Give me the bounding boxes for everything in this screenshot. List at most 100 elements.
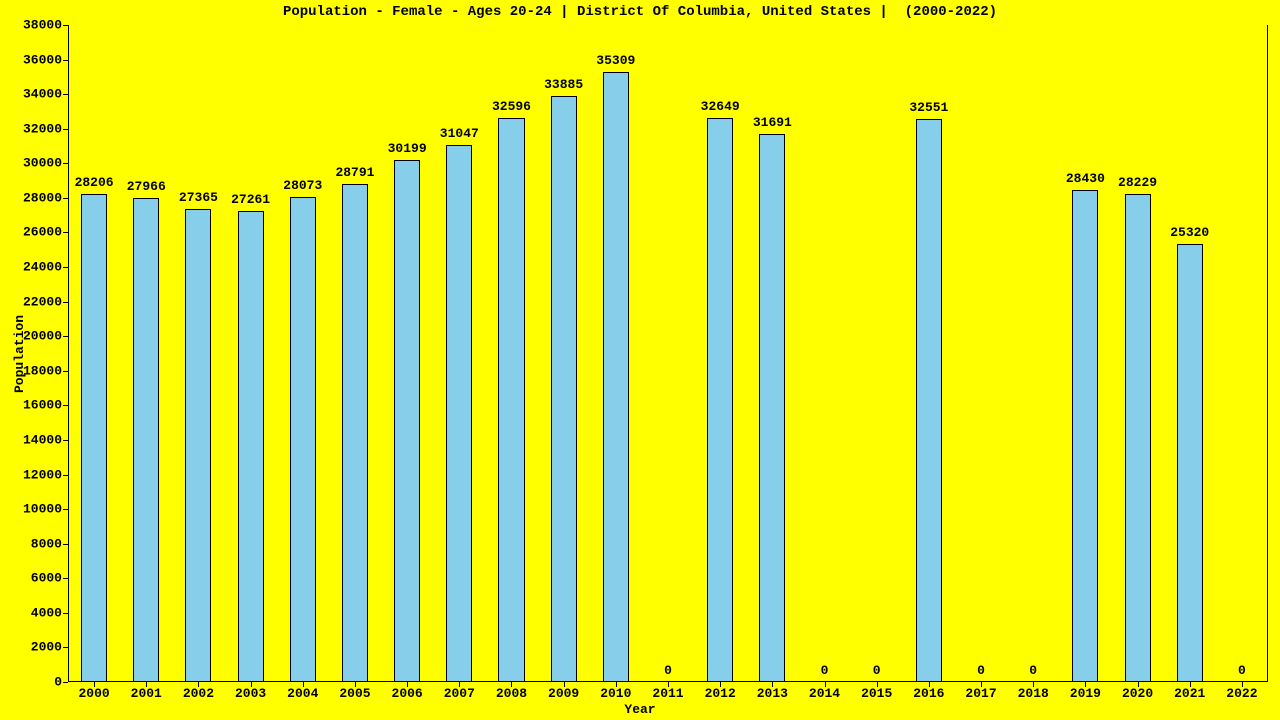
bar-value-label: 0 bbox=[977, 663, 985, 678]
y-tick-mark bbox=[63, 578, 68, 579]
bar bbox=[342, 184, 368, 682]
y-tick-mark bbox=[63, 336, 68, 337]
y-tick-label: 4000 bbox=[31, 605, 62, 620]
bar-value-label: 0 bbox=[1238, 663, 1246, 678]
bar bbox=[916, 119, 942, 682]
bar-value-label: 27365 bbox=[179, 190, 218, 205]
y-tick-mark bbox=[63, 682, 68, 683]
y-tick-label: 12000 bbox=[23, 467, 62, 482]
bar-value-label: 33885 bbox=[544, 77, 583, 92]
y-tick-label: 14000 bbox=[23, 432, 62, 447]
y-tick-mark bbox=[63, 267, 68, 268]
y-tick-mark bbox=[63, 475, 68, 476]
x-tick-label: 2021 bbox=[1174, 686, 1205, 701]
bar-value-label: 28206 bbox=[75, 175, 114, 190]
y-tick-mark bbox=[63, 613, 68, 614]
y-tick-label: 18000 bbox=[23, 363, 62, 378]
bar bbox=[446, 145, 472, 682]
y-tick-label: 32000 bbox=[23, 121, 62, 136]
bar bbox=[185, 209, 211, 682]
right-axis-line bbox=[1267, 25, 1268, 682]
y-tick-label: 36000 bbox=[23, 52, 62, 67]
bar bbox=[707, 118, 733, 682]
bar-value-label: 0 bbox=[1029, 663, 1037, 678]
x-tick-label: 2007 bbox=[444, 686, 475, 701]
bar bbox=[498, 118, 524, 682]
y-tick-label: 20000 bbox=[23, 329, 62, 344]
x-tick-label: 2002 bbox=[183, 686, 214, 701]
y-tick-label: 6000 bbox=[31, 571, 62, 586]
x-tick-label: 2017 bbox=[965, 686, 996, 701]
bar bbox=[603, 72, 629, 682]
x-tick-label: 2013 bbox=[757, 686, 788, 701]
x-tick-label: 2015 bbox=[861, 686, 892, 701]
x-tick-label: 2019 bbox=[1070, 686, 1101, 701]
y-axis-line bbox=[68, 25, 69, 682]
y-tick-mark bbox=[63, 440, 68, 441]
bar bbox=[394, 160, 420, 682]
x-tick-label: 2018 bbox=[1018, 686, 1049, 701]
bar bbox=[290, 197, 316, 682]
x-tick-label: 2022 bbox=[1226, 686, 1257, 701]
y-tick-label: 28000 bbox=[23, 190, 62, 205]
y-tick-mark bbox=[63, 163, 68, 164]
y-tick-mark bbox=[63, 232, 68, 233]
y-tick-mark bbox=[63, 647, 68, 648]
bar-value-label: 28430 bbox=[1066, 171, 1105, 186]
y-tick-label: 38000 bbox=[23, 18, 62, 33]
bar-value-label: 28791 bbox=[335, 165, 374, 180]
y-tick-label: 16000 bbox=[23, 398, 62, 413]
x-tick-label: 2020 bbox=[1122, 686, 1153, 701]
bar bbox=[759, 134, 785, 682]
bar bbox=[238, 211, 264, 682]
bar bbox=[1125, 194, 1151, 682]
bar-value-label: 35309 bbox=[596, 53, 635, 68]
chart-title: Population - Female - Ages 20-24 | Distr… bbox=[0, 4, 1280, 20]
bar bbox=[1072, 190, 1098, 682]
y-tick-label: 34000 bbox=[23, 87, 62, 102]
y-tick-mark bbox=[63, 198, 68, 199]
y-tick-mark bbox=[63, 405, 68, 406]
y-tick-mark bbox=[63, 60, 68, 61]
x-tick-label: 2000 bbox=[78, 686, 109, 701]
bar-value-label: 27261 bbox=[231, 192, 270, 207]
y-tick-label: 30000 bbox=[23, 156, 62, 171]
bar-value-label: 28073 bbox=[283, 178, 322, 193]
chart-container: Population - Female - Ages 20-24 | Distr… bbox=[0, 0, 1280, 720]
bar-value-label: 25320 bbox=[1170, 225, 1209, 240]
x-tick-label: 2010 bbox=[600, 686, 631, 701]
y-tick-mark bbox=[63, 129, 68, 130]
y-tick-label: 2000 bbox=[31, 640, 62, 655]
x-tick-label: 2005 bbox=[339, 686, 370, 701]
bar bbox=[551, 96, 577, 682]
y-axis-title: Population bbox=[12, 314, 27, 392]
bar-value-label: 32596 bbox=[492, 99, 531, 114]
y-tick-label: 8000 bbox=[31, 536, 62, 551]
bar-value-label: 32551 bbox=[909, 100, 948, 115]
x-tick-label: 2014 bbox=[809, 686, 840, 701]
bar-value-label: 0 bbox=[873, 663, 881, 678]
x-tick-label: 2011 bbox=[652, 686, 683, 701]
bar-value-label: 0 bbox=[664, 663, 672, 678]
y-tick-label: 26000 bbox=[23, 225, 62, 240]
y-tick-mark bbox=[63, 25, 68, 26]
x-tick-label: 2008 bbox=[496, 686, 527, 701]
x-tick-label: 2009 bbox=[548, 686, 579, 701]
bar-value-label: 31047 bbox=[440, 126, 479, 141]
y-tick-mark bbox=[63, 509, 68, 510]
bar bbox=[133, 198, 159, 682]
y-tick-mark bbox=[63, 371, 68, 372]
x-tick-label: 2016 bbox=[913, 686, 944, 701]
bar-value-label: 30199 bbox=[388, 141, 427, 156]
bar-value-label: 28229 bbox=[1118, 175, 1157, 190]
y-tick-mark bbox=[63, 94, 68, 95]
y-tick-label: 24000 bbox=[23, 260, 62, 275]
bar-value-label: 0 bbox=[821, 663, 829, 678]
y-tick-label: 22000 bbox=[23, 294, 62, 309]
y-tick-label: 0 bbox=[54, 675, 62, 690]
bar bbox=[81, 194, 107, 682]
y-tick-mark bbox=[63, 544, 68, 545]
x-tick-label: 2006 bbox=[392, 686, 423, 701]
x-tick-label: 2004 bbox=[287, 686, 318, 701]
bar-value-label: 31691 bbox=[753, 115, 792, 130]
